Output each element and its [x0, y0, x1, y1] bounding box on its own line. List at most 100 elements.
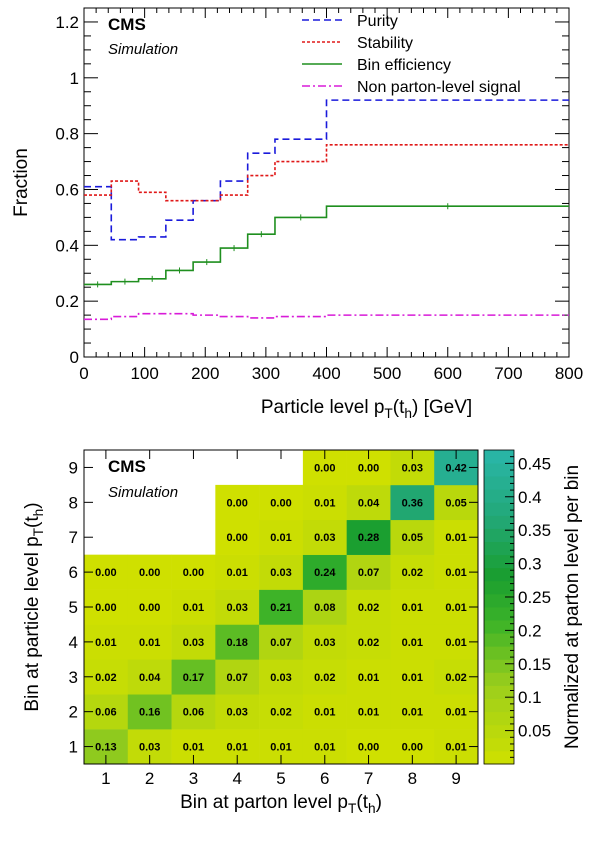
y-tick-label: 1.2: [55, 13, 79, 32]
matrix-cell-label: 0.00: [314, 462, 335, 474]
cms-label: CMS: [108, 15, 146, 34]
matrix-cell-label: 0.36: [402, 497, 423, 509]
matrix-cell-label: 0.01: [445, 532, 466, 544]
y-tick-label: 0.6: [55, 180, 79, 199]
matrix-cell-label: 0.01: [314, 497, 335, 509]
y-axis-title: Bin at particle level pT(th): [22, 502, 46, 711]
matrix-cell-label: 0.01: [402, 672, 423, 684]
matrix-cell: [259, 484, 304, 521]
x-tick-label: 100: [130, 364, 158, 383]
colorbar-segment: [484, 633, 514, 647]
matrix-cell: [215, 484, 260, 521]
matrix-cell-label: 0.01: [139, 637, 160, 649]
matrix-cell-label: 0.00: [358, 462, 379, 474]
colorbar-title: Normalized at parton level per bin: [562, 465, 583, 749]
colorbar-segment: [484, 659, 514, 673]
matrix-cell-label: 0.02: [270, 707, 291, 719]
matrix-cell-label: 0.01: [402, 602, 423, 614]
matrix-cell-label: 0.16: [139, 707, 160, 719]
matrix-cell: [259, 659, 304, 695]
series-line-0: [84, 99, 569, 241]
matrix-cell: [346, 519, 391, 555]
x-tick-label: 0: [79, 364, 88, 383]
matrix-cell-label: 0.03: [314, 637, 335, 649]
matrix-cell-label: 0.03: [270, 672, 291, 684]
matrix-cell-label: 0.00: [402, 742, 423, 754]
matrix-cell-label: 0.00: [139, 567, 160, 579]
colorbar-segment: [484, 528, 514, 542]
colorbar-segment: [484, 580, 514, 595]
matrix-cell-label: 0.01: [270, 532, 291, 544]
matrix-cell: [259, 519, 304, 555]
matrix-cell: [390, 694, 435, 730]
matrix-cell-label: 0.08: [314, 602, 335, 614]
matrix-cell-label: 0.24: [314, 567, 336, 579]
colorbar-segment: [484, 593, 514, 608]
x-tick-label: 700: [494, 364, 522, 383]
matrix-cell: [346, 589, 391, 625]
matrix-cell-label: 0.01: [402, 707, 423, 719]
series-line-1: [84, 144, 569, 202]
y-tick-label: 0: [70, 348, 79, 367]
matrix-cell-label: 0.00: [95, 602, 116, 614]
x-axis-title: Bin at parton level pT(th): [180, 792, 382, 816]
matrix-cell-label: 0.01: [358, 707, 379, 719]
simulation-label: Simulation: [108, 41, 178, 58]
colorbar-segment: [484, 567, 514, 582]
legend-label-1: Stability: [357, 35, 413, 52]
x-tick-label: 400: [312, 364, 340, 383]
matrix-cell-label: 0.04: [139, 672, 161, 684]
x-tick-label: 200: [191, 364, 219, 383]
x-tick-label: 3: [189, 769, 198, 788]
colorbar-tick-label: 0.45: [518, 454, 551, 473]
y-tick-label: 0.2: [55, 292, 79, 311]
matrix-cell-label: 0.02: [402, 567, 423, 579]
x-tick-label: 5: [276, 769, 285, 788]
y-tick-label: 4: [69, 633, 78, 652]
plot-frame: [83, 7, 570, 358]
matrix-cell: [215, 554, 260, 590]
y-tick-label: 1: [70, 69, 79, 88]
matrix-cell-label: 0.01: [445, 637, 466, 649]
matrix-cell: [171, 554, 216, 590]
colorbar-segment: [484, 672, 514, 686]
matrix-cell: [302, 554, 347, 590]
matrix-cell-label: 0.00: [270, 497, 291, 509]
cms-label: CMS: [108, 457, 146, 476]
matrix-cell-label: 0.01: [183, 742, 204, 754]
matrix-cell-label: 0.03: [402, 462, 423, 474]
colorbar-segment: [484, 737, 514, 752]
matrix-cell-label: 0.04: [358, 497, 380, 509]
matrix-cell-label: 0.01: [314, 707, 335, 719]
matrix-cell: [346, 554, 391, 590]
matrix-cell-label: 0.01: [227, 567, 248, 579]
colorbar-tick-label: 0.3: [518, 555, 542, 574]
matrix-cell-label: 0.05: [402, 532, 423, 544]
series-line-2: [84, 205, 569, 286]
legend-label-2: Bin efficiency: [357, 57, 451, 74]
matrix-cell: [390, 519, 435, 555]
y-tick-label: 3: [69, 668, 78, 687]
y-tick-label: 0.8: [55, 125, 79, 144]
matrix-cell: [390, 589, 435, 625]
matrix-cell-label: 0.00: [183, 567, 204, 579]
matrix-cell-label: 0.17: [183, 672, 204, 684]
colorbar-segment: [484, 476, 514, 490]
matrix-cell-label: 0.00: [139, 602, 160, 614]
colorbar-segment: [484, 711, 514, 726]
colorbar-tick-label: 0.35: [518, 521, 551, 540]
colorbar-tick-label: 0.2: [518, 621, 542, 640]
colorbar-segment: [484, 489, 514, 503]
matrix-cell: [390, 554, 435, 590]
matrix-cell: [127, 624, 172, 660]
y-tick-label: 6: [69, 563, 78, 582]
colorbar-segment: [484, 502, 514, 516]
matrix-cell: [171, 694, 216, 730]
matrix-cell-label: 0.03: [314, 532, 335, 544]
x-tick-label: 7: [364, 769, 373, 788]
matrix-cell-label: 0.01: [183, 602, 204, 614]
matrix-cell-label: 0.00: [227, 532, 248, 544]
matrix-cell: [346, 694, 391, 730]
matrix-cell-label: 0.01: [95, 637, 116, 649]
matrix-cell-label: 0.00: [227, 497, 248, 509]
